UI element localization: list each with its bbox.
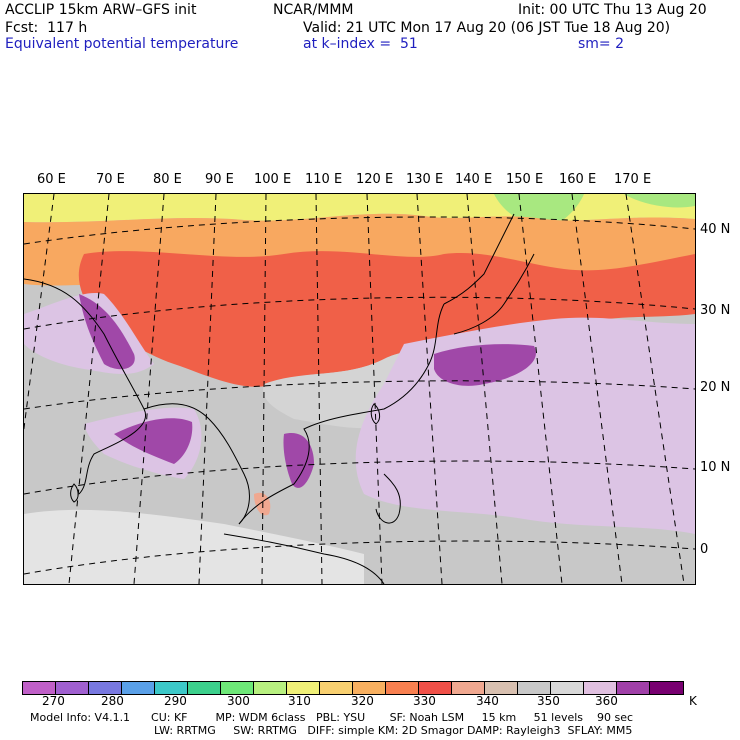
colorbar-tick: 270 [42, 694, 65, 708]
header-fcst: Fcst: 117 h [5, 20, 88, 36]
colorbar-swatch [89, 682, 122, 694]
lat-label: 30 N [700, 303, 731, 318]
lon-label: 150 E [506, 172, 544, 187]
colorbar-swatch [386, 682, 419, 694]
header-title: ACCLIP 15km ARW–GFS init [5, 2, 197, 18]
lat-line [24, 540, 695, 575]
colorbar-swatch [551, 682, 584, 694]
colorbar-tick: 310 [288, 694, 311, 708]
lon-label: 160 E [559, 172, 597, 187]
lon-label: 80 E [153, 172, 182, 187]
map-field-svg [24, 194, 695, 584]
model-info-line2: LW: RRTMG SW: RRTMG DIFF: simple KM: 2D … [154, 724, 633, 737]
lon-label: 60 E [37, 172, 66, 187]
field-purple-scs [283, 433, 314, 488]
colorbar-swatch [518, 682, 551, 694]
colorbar-swatch [23, 682, 56, 694]
colorbar-tick: 350 [537, 694, 560, 708]
colorbar-unit: K [689, 694, 697, 708]
lon-label: 100 E [254, 172, 292, 187]
philippines [375, 473, 401, 524]
field-purple-bengal [114, 418, 193, 464]
china-coast [238, 303, 445, 525]
field-red-band [78, 251, 695, 387]
india-coast [24, 278, 147, 495]
colorbar-tick: 320 [351, 694, 374, 708]
burma-coast [143, 403, 250, 525]
japan-outline [453, 253, 535, 335]
colorbar-swatch [353, 682, 386, 694]
colorbar-swatch [452, 682, 485, 694]
field-green-patch-east [624, 194, 695, 208]
colorbar-swatch [485, 682, 518, 694]
sri-lanka [70, 483, 79, 503]
colorbar-swatch [221, 682, 254, 694]
lat-line [24, 460, 695, 495]
model-info-line1: Model Info: V4.1.1 CU: KF MP: WDM 6class… [30, 711, 634, 724]
header-level: at k–index = 51 [303, 36, 418, 52]
colorbar-tick: 330 [413, 694, 436, 708]
field-salmon-patch [254, 492, 271, 516]
borneo-coast [223, 533, 385, 584]
colorbar-swatch [650, 682, 683, 694]
colorbar-swatch [584, 682, 617, 694]
lat-line [24, 296, 695, 330]
colorbar-swatch [617, 682, 650, 694]
colorbar-swatch [320, 682, 353, 694]
lon-label: 120 E [356, 172, 394, 187]
taiwan [370, 403, 381, 425]
lon-label: 90 E [205, 172, 234, 187]
map-panel[interactable] [23, 193, 696, 585]
colorbar-tick: 340 [476, 694, 499, 708]
lat-line [24, 380, 695, 410]
colorbar-swatch [188, 682, 221, 694]
colorbar-swatch [122, 682, 155, 694]
lon-label: 130 E [406, 172, 444, 187]
lat-label: 40 N [700, 222, 731, 237]
field-light-south [24, 509, 364, 584]
header-field: Equivalent potential temperature [5, 36, 239, 52]
colorbar-swatch [155, 682, 188, 694]
lat-label: 0 [700, 542, 709, 557]
lon-label: 110 E [305, 172, 343, 187]
lon-label: 170 E [614, 172, 652, 187]
header-smoothing: sm= 2 [578, 36, 625, 52]
colorbar-tick: 280 [101, 694, 124, 708]
header-init: Init: 00 UTC Thu 13 Aug 20 [518, 2, 707, 18]
coastlines [24, 213, 535, 584]
korea-coast [443, 213, 515, 305]
lon-label: 70 E [96, 172, 125, 187]
colorbar-tick: 360 [595, 694, 618, 708]
lat-line [24, 216, 695, 245]
colorbar-tick: 290 [164, 694, 187, 708]
graticule [24, 194, 695, 584]
header-source: NCAR/MMM [273, 2, 354, 18]
field-purple-tibet [79, 294, 135, 370]
lat-label: 20 N [700, 380, 731, 395]
field-purple-pacific [434, 344, 536, 386]
colorbar-swatch [254, 682, 287, 694]
lat-label: 10 N [700, 460, 731, 475]
colorbar-swatch [287, 682, 320, 694]
header-valid: Valid: 21 UTC Mon 17 Aug 20 (06 JST Tue … [303, 20, 671, 36]
colorbar-tick: 300 [227, 694, 250, 708]
colorbar-swatch [419, 682, 452, 694]
lon-label: 140 E [455, 172, 493, 187]
colorbar-swatch [56, 682, 89, 694]
colorbar [22, 681, 684, 695]
